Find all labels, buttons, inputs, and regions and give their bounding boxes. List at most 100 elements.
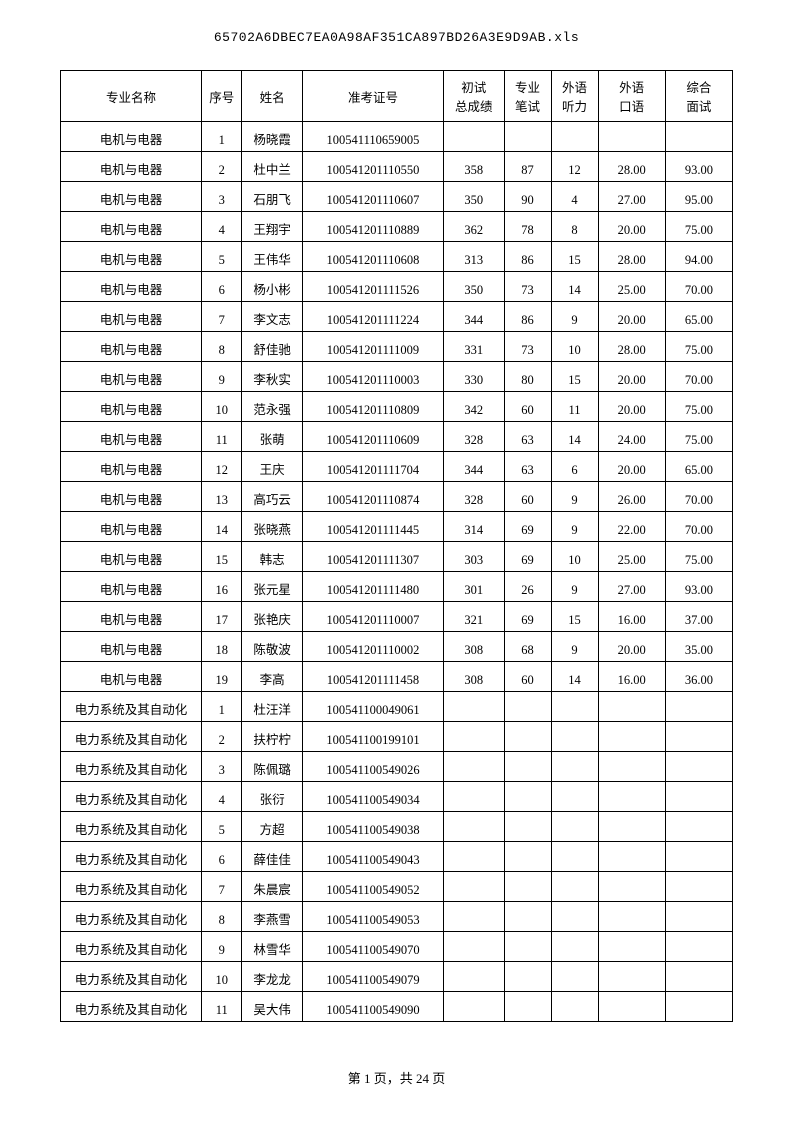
table-cell: 321	[444, 602, 504, 632]
table-cell	[551, 872, 598, 902]
table-cell: 75.00	[665, 212, 732, 242]
table-row: 电机与电器5王伟华100541201110608313861528.0094.0…	[61, 242, 733, 272]
table-cell: 14	[551, 422, 598, 452]
table-row: 电力系统及其自动化5方超100541100549038	[61, 812, 733, 842]
table-cell	[504, 752, 551, 782]
table-cell: 电力系统及其自动化	[61, 842, 202, 872]
table-cell: 344	[444, 452, 504, 482]
table-cell	[504, 692, 551, 722]
table-cell	[444, 812, 504, 842]
table-cell: 37.00	[665, 602, 732, 632]
col-header-name: 姓名	[242, 71, 302, 122]
table-cell: 100541201111445	[302, 512, 443, 542]
table-cell	[598, 692, 665, 722]
table-cell: 20.00	[598, 302, 665, 332]
table-cell: 100541201111480	[302, 572, 443, 602]
table-cell: 100541201110609	[302, 422, 443, 452]
table-cell: 20.00	[598, 362, 665, 392]
table-cell	[551, 812, 598, 842]
table-cell: 100541100549034	[302, 782, 443, 812]
table-cell: 14	[202, 512, 242, 542]
table-cell: 6	[202, 272, 242, 302]
table-cell: 电机与电器	[61, 662, 202, 692]
table-cell: 张萌	[242, 422, 302, 452]
table-cell: 14	[551, 272, 598, 302]
table-cell: 9	[551, 482, 598, 512]
table-cell: 电机与电器	[61, 632, 202, 662]
table-cell	[598, 992, 665, 1022]
table-cell: 电力系统及其自动化	[61, 722, 202, 752]
table-cell: 2	[202, 722, 242, 752]
table-cell: 63	[504, 422, 551, 452]
table-cell: 11	[202, 992, 242, 1022]
table-cell	[665, 752, 732, 782]
table-cell: 12	[551, 152, 598, 182]
table-cell: 电机与电器	[61, 332, 202, 362]
table-cell	[598, 122, 665, 152]
table-cell: 15	[551, 242, 598, 272]
table-cell: 8	[551, 212, 598, 242]
table-cell: 张元星	[242, 572, 302, 602]
table-cell: 10	[551, 542, 598, 572]
table-row: 电机与电器16张元星10054120111148030126927.0093.0…	[61, 572, 733, 602]
col-header-score5: 综合面试	[665, 71, 732, 122]
table-cell: 电力系统及其自动化	[61, 902, 202, 932]
table-cell: 36.00	[665, 662, 732, 692]
table-cell: 电机与电器	[61, 572, 202, 602]
table-cell: 20.00	[598, 452, 665, 482]
table-cell: 60	[504, 482, 551, 512]
table-cell: 25.00	[598, 272, 665, 302]
table-cell	[551, 752, 598, 782]
table-cell: 吴大伟	[242, 992, 302, 1022]
table-cell: 19	[202, 662, 242, 692]
table-cell: 王庆	[242, 452, 302, 482]
table-cell: 电机与电器	[61, 362, 202, 392]
table-cell: 100541201110607	[302, 182, 443, 212]
table-cell: 7	[202, 872, 242, 902]
table-cell	[598, 722, 665, 752]
table-cell	[551, 782, 598, 812]
table-cell: 电机与电器	[61, 422, 202, 452]
table-cell: 4	[551, 182, 598, 212]
table-cell: 80	[504, 362, 551, 392]
table-cell	[598, 812, 665, 842]
table-cell	[665, 812, 732, 842]
table-cell: 杜中兰	[242, 152, 302, 182]
table-cell: 16.00	[598, 662, 665, 692]
table-cell: 75.00	[665, 392, 732, 422]
table-cell: 李燕雪	[242, 902, 302, 932]
table-cell: 6	[551, 452, 598, 482]
table-cell: 308	[444, 662, 504, 692]
table-cell: 70.00	[665, 482, 732, 512]
table-cell: 电力系统及其自动化	[61, 992, 202, 1022]
table-cell: 331	[444, 332, 504, 362]
table-cell: 1	[202, 692, 242, 722]
table-cell: 100541100549052	[302, 872, 443, 902]
table-cell: 100541100549070	[302, 932, 443, 962]
table-cell: 75.00	[665, 542, 732, 572]
table-cell	[598, 962, 665, 992]
table-row: 电力系统及其自动化1杜汪洋100541100049061	[61, 692, 733, 722]
table-cell: 电机与电器	[61, 302, 202, 332]
table-cell	[598, 932, 665, 962]
table-cell: 60	[504, 392, 551, 422]
table-cell: 35.00	[665, 632, 732, 662]
table-cell: 65.00	[665, 302, 732, 332]
table-cell: 65.00	[665, 452, 732, 482]
table-row: 电机与电器2杜中兰100541201110550358871228.0093.0…	[61, 152, 733, 182]
table-cell	[504, 872, 551, 902]
table-cell	[444, 872, 504, 902]
table-cell: 18	[202, 632, 242, 662]
table-cell	[444, 752, 504, 782]
table-cell: 9	[551, 572, 598, 602]
table-row: 电机与电器1杨晓霞100541110659005	[61, 122, 733, 152]
table-cell	[665, 842, 732, 872]
table-cell	[444, 782, 504, 812]
table-cell: 6	[202, 842, 242, 872]
table-row: 电机与电器18陈敬波10054120111000230868920.0035.0…	[61, 632, 733, 662]
table-cell: 5	[202, 812, 242, 842]
table-cell: 70.00	[665, 512, 732, 542]
table-cell: 杨晓霞	[242, 122, 302, 152]
table-cell: 28.00	[598, 152, 665, 182]
table-cell: 杨小彬	[242, 272, 302, 302]
